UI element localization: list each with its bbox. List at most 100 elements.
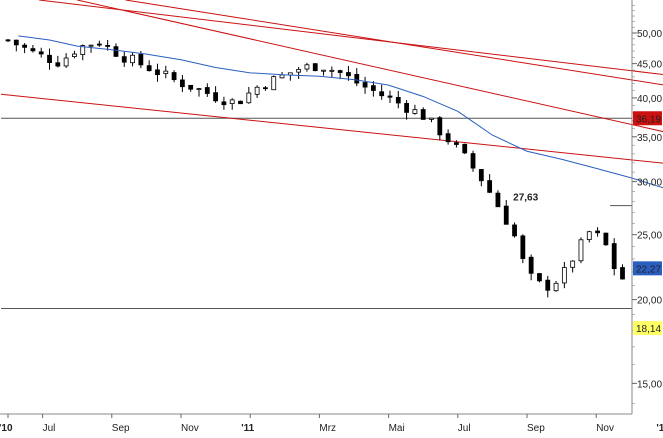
price-badge <box>633 321 662 336</box>
candle-body <box>155 69 160 76</box>
candle-body <box>138 53 144 66</box>
trend-line <box>1 93 663 164</box>
candle-body <box>512 224 517 237</box>
candle-body <box>22 44 28 48</box>
candle-body <box>213 92 219 102</box>
candle-body <box>470 153 476 169</box>
candle-body <box>537 273 542 282</box>
candle-body <box>503 205 509 225</box>
candle-body <box>379 91 385 97</box>
x-tick-label: '12 <box>656 423 663 434</box>
candle-body <box>595 230 600 234</box>
candle-body <box>296 69 302 73</box>
x-tick-label: Sep <box>527 423 545 434</box>
x-tick-label: Mai <box>389 423 405 434</box>
candle-body <box>304 64 310 70</box>
x-tick-label: Jul <box>43 423 56 434</box>
candle-body <box>113 46 119 57</box>
candle-body <box>412 109 418 114</box>
candle-body <box>329 69 335 72</box>
price-badge-label: 18,14 <box>636 324 661 335</box>
candle-body <box>445 133 451 143</box>
candle-body <box>171 72 177 81</box>
trend-line <box>39 0 663 76</box>
moving-average <box>18 35 663 189</box>
price-badge <box>633 111 662 126</box>
candle-body <box>263 87 268 90</box>
candle-body <box>63 57 69 67</box>
candle-body <box>146 65 152 72</box>
candle-body <box>545 279 551 291</box>
y-tick-label: 50,00 <box>637 29 662 40</box>
candle-body <box>221 101 227 106</box>
candle-body <box>30 48 36 52</box>
candle-body <box>271 76 277 91</box>
candle-body <box>404 102 409 113</box>
candle-body <box>362 82 368 88</box>
price-badge-label: 36,19 <box>636 114 661 125</box>
candle-body <box>561 267 567 284</box>
candle-body <box>478 169 484 182</box>
y-tick-label: 30,00 <box>637 178 662 189</box>
candle-body <box>337 70 343 73</box>
candle-body <box>454 142 459 145</box>
candle-body <box>387 95 393 98</box>
candle-body <box>611 243 617 269</box>
moving-average-line <box>18 35 663 189</box>
trend-line <box>77 0 663 133</box>
candle-body <box>570 260 576 268</box>
y-tick-label: 25,00 <box>637 231 662 242</box>
x-tick-label: '11 <box>241 423 254 434</box>
candle-body <box>96 43 102 46</box>
candle-body <box>603 232 609 246</box>
candle-body <box>520 235 526 259</box>
candle-body <box>254 86 260 95</box>
x-tick-label: Mrz <box>319 423 336 434</box>
candle-body <box>429 117 434 120</box>
candle-body <box>179 79 185 88</box>
candle-body <box>586 231 592 240</box>
candle-body <box>163 70 169 74</box>
candle-body <box>121 56 127 63</box>
candle-body <box>47 54 52 63</box>
candle-body <box>72 53 77 57</box>
price-badge <box>633 261 662 276</box>
annotations: 27,63>19,40 <box>513 193 538 204</box>
candle-body <box>495 192 501 208</box>
trend-line <box>125 0 663 86</box>
y-tick-label: 15,00 <box>637 379 662 390</box>
horizontal-lines <box>1 117 632 309</box>
candle-body <box>229 99 235 104</box>
candle-body <box>437 117 443 136</box>
x-tick-label: '10 <box>0 423 13 434</box>
y-tick-label: 20,00 <box>637 296 662 307</box>
candle-body <box>55 62 61 67</box>
candle-body <box>238 100 243 105</box>
candle-body <box>553 282 559 292</box>
candle-body <box>204 87 210 94</box>
candle-body <box>370 85 376 91</box>
price-badge-label: 22,27 <box>636 264 661 275</box>
x-tick-label: Nov <box>181 423 199 434</box>
candlesticks <box>5 39 625 298</box>
y-tick-label: 40,00 <box>637 94 662 105</box>
y-tick-label: 45,00 <box>637 60 662 71</box>
candle-body <box>354 74 360 84</box>
y-tick-label: 35,00 <box>637 133 662 144</box>
candle-body <box>130 54 135 64</box>
candle-body <box>462 143 468 154</box>
candle-body <box>5 39 11 42</box>
candle-body <box>528 256 534 274</box>
candle-body <box>395 96 401 104</box>
x-tick-label: Nov <box>596 423 614 434</box>
candle-body <box>620 267 625 280</box>
trend-lines <box>1 0 663 164</box>
candle-body <box>105 45 111 47</box>
candle-body <box>88 44 94 47</box>
candle-body <box>196 88 202 90</box>
price-badges: 36,19 22,27 18,14 <box>633 111 662 336</box>
candle-body <box>487 180 493 193</box>
candle-body <box>279 74 285 79</box>
candle-body <box>246 92 252 104</box>
